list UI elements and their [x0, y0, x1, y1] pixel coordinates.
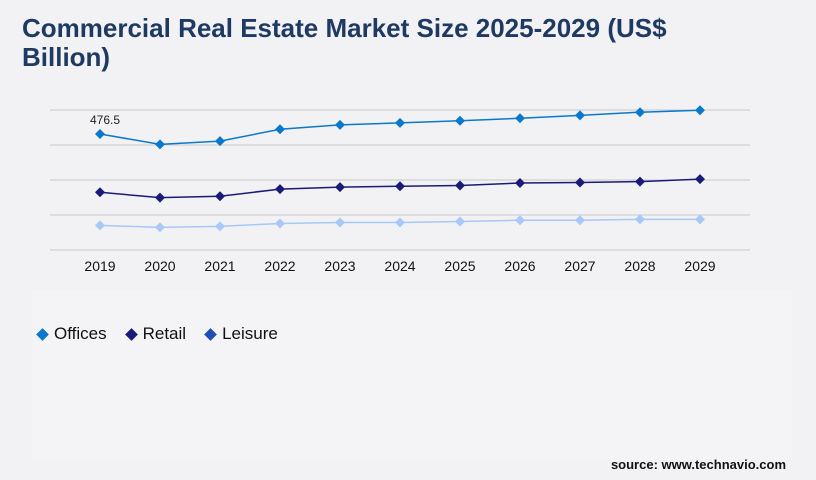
data-point-offices: [575, 110, 585, 121]
data-point-leisure: [395, 217, 405, 228]
x-tick-label: 2029: [684, 258, 715, 274]
data-point-retail: [455, 180, 465, 191]
data-point-retail: [575, 177, 585, 188]
data-point-retail: [275, 184, 285, 195]
data-point-retail: [335, 182, 345, 193]
x-tick-label: 2020: [144, 258, 175, 274]
x-tick-label: 2019: [84, 258, 115, 274]
data-point-leisure: [215, 221, 225, 232]
legend-item-offices[interactable]: Offices: [36, 324, 107, 344]
data-point-retail: [695, 174, 705, 185]
data-point-offices: [275, 124, 285, 135]
legend-marker-leisure-icon: [204, 327, 217, 341]
legend-label: Offices: [54, 324, 107, 343]
legend: Offices Retail Leisure: [36, 324, 278, 344]
legend-label: Leisure: [222, 324, 278, 343]
x-tick-label: 2028: [624, 258, 655, 274]
data-point-offices: [635, 107, 645, 118]
data-point-leisure: [575, 215, 585, 226]
data-point-retail: [635, 176, 645, 187]
data-point-offices: [155, 139, 165, 150]
x-tick-label: 2022: [264, 258, 295, 274]
x-tick-label: 2024: [384, 258, 415, 274]
x-tick-label: 2025: [444, 258, 475, 274]
x-tick-label: 2027: [564, 258, 595, 274]
legend-item-retail[interactable]: Retail: [124, 324, 187, 344]
legend-label: Retail: [142, 324, 187, 343]
data-point-leisure: [95, 220, 105, 231]
line-chart: 2019 2020 2021 2022 2023 2024 2025 2026 2027 2028…: [50, 105, 750, 274]
x-tick-label: 2026: [504, 258, 535, 274]
data-point-offices: [695, 105, 705, 116]
data-point-leisure: [455, 216, 465, 227]
data-point-offices: [515, 113, 525, 124]
data-point-offices: [455, 115, 465, 126]
legend-panel: [32, 290, 792, 460]
legend-marker-retail-icon: [124, 327, 138, 341]
data-point-leisure: [695, 214, 705, 225]
data-point-offices: [215, 136, 225, 147]
data-point-retail: [215, 191, 225, 202]
x-tick-label: 2023: [324, 258, 355, 274]
legend-marker-offices-icon: [36, 327, 49, 341]
data-point-leisure: [275, 218, 285, 229]
legend-item-leisure[interactable]: Leisure: [204, 324, 278, 344]
data-point-leisure: [635, 214, 645, 225]
data-point-offices: [335, 119, 345, 130]
data-point-offices: [395, 117, 405, 128]
data-point-retail: [95, 187, 105, 198]
data-point-leisure: [515, 215, 525, 226]
data-point-retail: [395, 181, 405, 192]
data-point-leisure: [155, 222, 165, 233]
x-tick-label: 2021: [204, 258, 235, 274]
data-point-offices: [95, 128, 105, 139]
chart-title: Commercial Real Estate Market Size 2025-…: [22, 13, 667, 72]
source-note: source: www.technavio.com: [610, 457, 786, 472]
data-point-retail: [155, 192, 165, 203]
data-point-leisure: [335, 217, 345, 228]
data-label: 476.5: [90, 113, 120, 127]
data-point-retail: [515, 178, 525, 189]
